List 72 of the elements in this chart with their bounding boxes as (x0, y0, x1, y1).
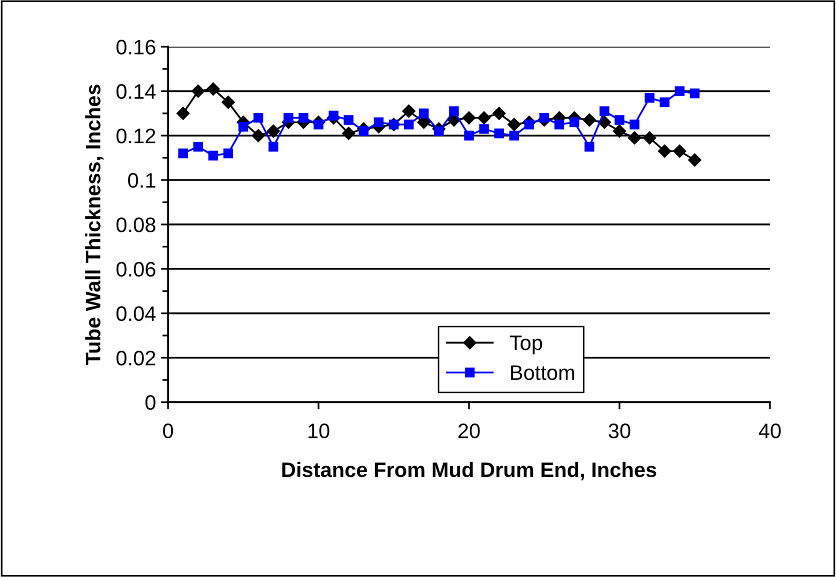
point (266, 124, 280, 138)
legend-label: Top (510, 336, 542, 354)
x-tick-label: 40 (758, 424, 781, 438)
point (598, 116, 612, 129)
y-tick-label: 0.12 (116, 128, 156, 144)
point (674, 86, 685, 96)
point (477, 111, 491, 124)
point (358, 126, 369, 136)
point (612, 124, 626, 138)
point (690, 88, 700, 98)
x-tick-label: 0 (163, 424, 174, 438)
x-axis-title: Distance From Mud Drum End, Inches (282, 462, 656, 480)
point (208, 150, 218, 160)
point (524, 120, 534, 130)
point (614, 115, 624, 125)
point (449, 106, 459, 116)
point (582, 113, 596, 127)
point (342, 126, 356, 140)
point (344, 115, 354, 125)
point (554, 120, 564, 130)
point (688, 153, 702, 167)
point (569, 117, 580, 128)
y-tick-label: 0.06 (116, 262, 156, 277)
x-tick-label: 30 (608, 424, 630, 438)
point (404, 120, 414, 130)
point (644, 92, 654, 103)
point (193, 142, 203, 152)
y-axis-title: Tube Wall Thickness, Inches (85, 84, 104, 365)
point (314, 120, 324, 130)
y-tick-label: 0.16 (116, 40, 156, 54)
point (630, 120, 640, 130)
point (298, 112, 308, 123)
point (584, 142, 594, 152)
point (660, 97, 670, 108)
point (658, 144, 672, 158)
point (673, 144, 686, 158)
x-tick-label: 10 (308, 424, 330, 438)
point (252, 129, 265, 142)
y-tick-label: 0.08 (116, 217, 156, 232)
y-tick-label: 0 (145, 395, 156, 410)
point (600, 106, 610, 116)
point (508, 118, 521, 132)
point (509, 130, 519, 140)
point (434, 126, 444, 136)
point (284, 112, 294, 123)
point (642, 131, 656, 144)
point (238, 122, 248, 132)
point (494, 128, 504, 138)
point (418, 108, 429, 118)
point (222, 96, 235, 109)
y-tick-label: 0.04 (116, 306, 156, 322)
point (462, 111, 476, 124)
point (492, 106, 506, 120)
point (464, 130, 474, 140)
point (374, 117, 384, 128)
point (178, 148, 188, 158)
point (223, 148, 234, 158)
legend-label: Bottom (511, 365, 574, 380)
point (192, 84, 205, 98)
point (206, 82, 220, 96)
point (328, 110, 338, 120)
x-tick-label: 20 (458, 424, 480, 438)
point (479, 124, 489, 134)
point (176, 106, 190, 120)
point (628, 131, 642, 144)
point (402, 104, 416, 118)
point (253, 112, 264, 123)
point (539, 112, 550, 123)
y-tick-label: 0.1 (128, 173, 156, 188)
point (268, 142, 278, 152)
y-tick-label: 0.14 (116, 84, 156, 99)
y-tick-label: 0.02 (116, 350, 156, 366)
